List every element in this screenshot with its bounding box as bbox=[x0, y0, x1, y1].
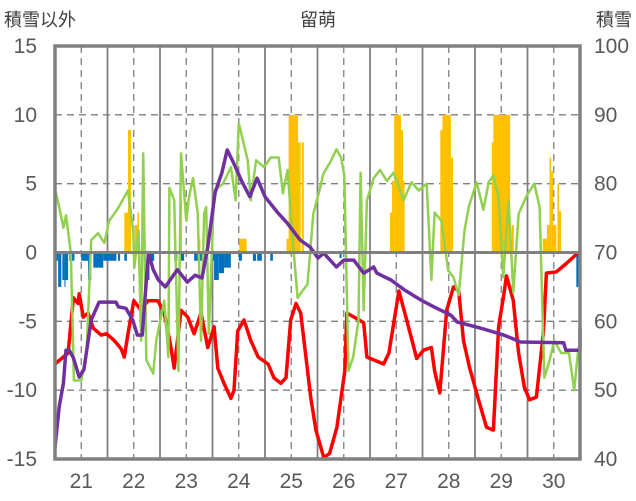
y-tick-right: 60 bbox=[594, 310, 617, 333]
y-tick-left: 15 bbox=[14, 35, 37, 58]
negative-bar bbox=[93, 252, 104, 268]
x-tick: 22 bbox=[122, 470, 145, 493]
left-axis-title: 積雪以外 bbox=[4, 10, 76, 31]
negative-bar bbox=[576, 252, 580, 287]
precip-bar bbox=[553, 224, 557, 253]
chart-title: 留萌 bbox=[300, 10, 336, 31]
x-tick: 25 bbox=[280, 470, 303, 493]
precip-bar bbox=[389, 212, 394, 253]
precip-bar bbox=[400, 129, 404, 253]
precip-bar bbox=[440, 129, 443, 253]
x-tick: 28 bbox=[437, 470, 460, 493]
negative-bar bbox=[118, 252, 121, 261]
negative-bar bbox=[339, 252, 342, 259]
precip-bar bbox=[301, 142, 304, 253]
precip-bar bbox=[124, 212, 128, 253]
y-tick-right: 100 bbox=[594, 35, 629, 58]
negative-bar bbox=[218, 252, 225, 274]
y-tick-left: -5 bbox=[18, 310, 37, 333]
precip-bar bbox=[239, 238, 247, 253]
y-tick-left: 10 bbox=[14, 104, 37, 127]
precip-bar bbox=[491, 142, 494, 253]
y-tick-left: -15 bbox=[7, 448, 37, 471]
precip-bar bbox=[551, 171, 554, 253]
right-axis-title: 積雪 bbox=[596, 10, 632, 31]
purple-line bbox=[53, 148, 582, 448]
y-tick-left: 5 bbox=[25, 173, 37, 196]
plot-border bbox=[53, 44, 582, 461]
negative-bar bbox=[58, 252, 62, 287]
x-tick: 29 bbox=[490, 470, 513, 493]
x-tick: 30 bbox=[542, 470, 565, 493]
negative-bar bbox=[270, 252, 273, 261]
y-tick-right: 70 bbox=[594, 242, 617, 265]
green-line bbox=[53, 121, 580, 392]
precip-bar bbox=[392, 180, 395, 253]
negative-bar bbox=[257, 252, 262, 261]
negative-bar bbox=[252, 252, 257, 261]
negative-bar bbox=[55, 252, 59, 261]
y-tick-right: 80 bbox=[594, 173, 617, 196]
precip-bar bbox=[546, 224, 550, 253]
negative-bar bbox=[65, 252, 69, 281]
precip-bar bbox=[127, 129, 132, 253]
negative-bar bbox=[81, 252, 89, 261]
plot-frame bbox=[53, 44, 582, 461]
y-tick-right: 40 bbox=[594, 448, 617, 471]
negative-bar bbox=[194, 252, 207, 261]
x-tick: 27 bbox=[385, 470, 408, 493]
y-tick-left: -10 bbox=[7, 379, 37, 402]
precip-bar bbox=[298, 142, 301, 253]
negative-bar bbox=[224, 252, 231, 268]
negative-bar bbox=[64, 252, 66, 287]
x-tick: 21 bbox=[70, 470, 93, 493]
negative-bar bbox=[124, 252, 127, 261]
precip-bar bbox=[542, 238, 547, 253]
negative-bar bbox=[62, 252, 65, 281]
precip-bar bbox=[493, 114, 511, 253]
x-tick: 26 bbox=[332, 470, 355, 493]
precip-bar bbox=[557, 183, 559, 253]
precip-bar bbox=[403, 180, 405, 253]
negative-bar bbox=[178, 252, 185, 261]
negative-bar bbox=[238, 252, 242, 261]
lines bbox=[53, 121, 582, 460]
negative-bar bbox=[103, 252, 117, 261]
precip-bar bbox=[286, 238, 289, 253]
precip-bar bbox=[288, 114, 299, 253]
x-tick: 23 bbox=[175, 470, 198, 493]
precip-bar bbox=[442, 114, 451, 253]
x-tick: 24 bbox=[227, 470, 251, 493]
red-line bbox=[53, 251, 580, 460]
y-tick-right: 90 bbox=[594, 104, 617, 127]
precip-bar bbox=[450, 157, 453, 253]
negative-bar bbox=[214, 252, 219, 281]
precip-bar bbox=[559, 211, 562, 253]
y-tick-right: 50 bbox=[594, 379, 617, 402]
negative-bar bbox=[149, 252, 155, 261]
y-tick-left: 0 bbox=[25, 242, 37, 265]
precip-bar bbox=[511, 224, 514, 253]
precip-bar bbox=[549, 157, 552, 253]
